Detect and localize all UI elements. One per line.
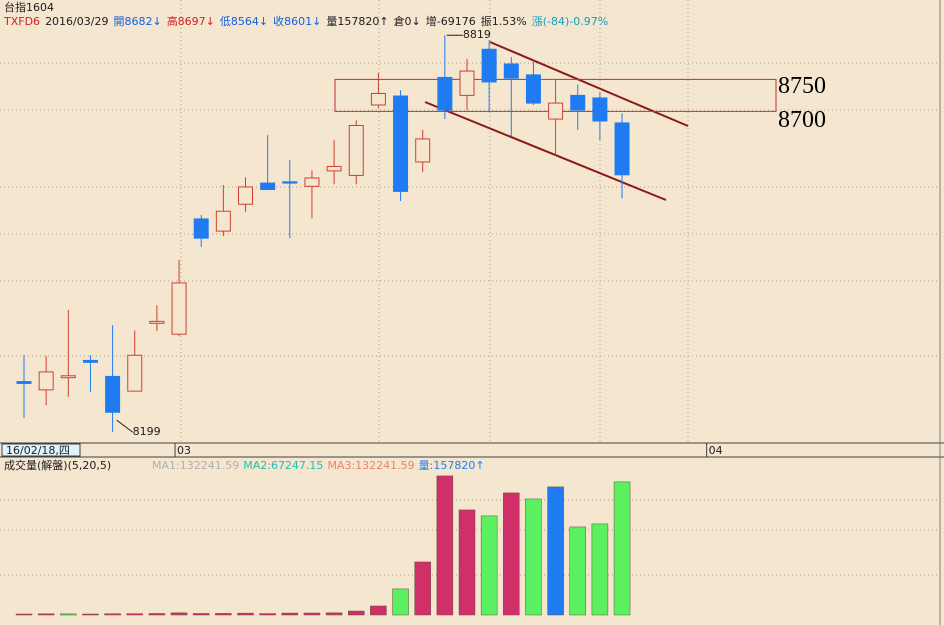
- volume-bar: [215, 613, 232, 616]
- volume-bar: [237, 612, 254, 616]
- volume-bar: [503, 492, 520, 616]
- candle-body: [16, 381, 32, 384]
- candle-body: [459, 70, 475, 96]
- candle-body: [282, 181, 298, 184]
- info-item: 倉0↓: [394, 14, 421, 28]
- volume-bar: [60, 613, 77, 616]
- info-item: 低8564↓: [220, 15, 268, 28]
- candle-body: [260, 182, 276, 190]
- volume-bar: [104, 613, 121, 616]
- volume-bar: [192, 613, 210, 616]
- candle-body: [614, 122, 630, 176]
- candle-body: [149, 320, 165, 324]
- volume-bar: [281, 612, 299, 616]
- volume-bar: [15, 613, 33, 616]
- volume-title: 成交量(解盤)(5,20,5): [4, 458, 111, 472]
- volume-bar: [458, 509, 476, 616]
- zone-label: 8750: [778, 73, 826, 99]
- candle-body: [304, 177, 320, 187]
- volume-bar: [148, 613, 166, 616]
- volume-bar: [414, 561, 431, 616]
- volume-bar: [370, 605, 387, 616]
- chart-title: 台指1604: [4, 0, 54, 14]
- legend-item: MA3:132241.59: [327, 459, 414, 472]
- x-tick-label: 04: [709, 444, 723, 457]
- info-item: TXFD6: [3, 15, 40, 28]
- candle-body: [393, 95, 409, 192]
- candle-body: [437, 76, 453, 111]
- volume-bar: [547, 486, 564, 616]
- candle-body: [105, 375, 121, 413]
- info-item: 收8601↓: [273, 14, 321, 28]
- trend-line: [489, 41, 689, 127]
- info-item: 開8682↓: [113, 15, 161, 28]
- info-item: 量157820↑: [326, 15, 388, 28]
- legend-item: 量:157820↑: [419, 459, 485, 472]
- volume-bar: [126, 613, 143, 616]
- zone-label: 8700: [778, 107, 826, 133]
- candle-body: [193, 218, 209, 239]
- candle-body: [127, 354, 143, 392]
- volume-bar: [348, 610, 365, 616]
- x-tick-label: 03: [177, 444, 191, 457]
- trend-line: [424, 101, 667, 201]
- info-item: 2016/03/29: [45, 15, 108, 28]
- volume-legend: MA1:132241.59 MA2:67247.15 MA3:132241.59 量:…: [152, 459, 485, 472]
- cursor-box: [1, 443, 81, 457]
- info-line: TXFD6 2016/03/29 開8682↓ 高8697↓ 低8564↓ 收8601↓ 量…: [3, 14, 608, 28]
- volume-bar: [170, 612, 188, 616]
- candle-body: [481, 48, 497, 83]
- candle-body: [525, 74, 541, 104]
- volume-bar: [569, 526, 586, 616]
- volume-bar: [436, 475, 454, 616]
- candle-body: [503, 63, 519, 79]
- candle-body: [238, 186, 253, 205]
- volume-bar: [525, 498, 542, 616]
- volume-bar: [480, 515, 498, 616]
- candle-body: [171, 282, 187, 335]
- candle-body: [370, 92, 386, 106]
- low-label: 8199: [133, 425, 161, 438]
- volume-bar: [303, 612, 321, 616]
- volume-bar: [82, 613, 99, 616]
- cursor-label: 16/02/18,四: [6, 444, 70, 457]
- volume-bar: [613, 481, 631, 616]
- candle-body: [592, 97, 608, 122]
- info-item: 增-69176: [426, 14, 476, 28]
- high-label: 8819: [463, 28, 491, 41]
- volume-bar: [259, 613, 276, 616]
- volume-bar: [37, 613, 55, 616]
- grid: [0, 0, 940, 576]
- legend-item: MA2:67247.15: [243, 459, 323, 472]
- candle-body: [215, 210, 231, 232]
- legend-item: MA1:132241.59: [152, 459, 239, 472]
- candle-body: [60, 375, 76, 379]
- volume-bar: [591, 523, 609, 616]
- volume-bar: [325, 612, 343, 616]
- candle-body: [548, 102, 564, 120]
- info-item: 漲(-84)-0.97%: [532, 15, 608, 28]
- low-pointer: [116, 419, 133, 433]
- candle-body: [415, 138, 431, 163]
- info-item: 高8697↓: [167, 14, 215, 28]
- info-item: 振1.53%: [481, 14, 527, 28]
- candle-body: [348, 124, 364, 176]
- volume-bar: [392, 588, 409, 616]
- candle-body: [570, 94, 586, 111]
- candle-body: [82, 359, 98, 363]
- candle-body: [38, 371, 54, 391]
- candle-body: [326, 165, 342, 172]
